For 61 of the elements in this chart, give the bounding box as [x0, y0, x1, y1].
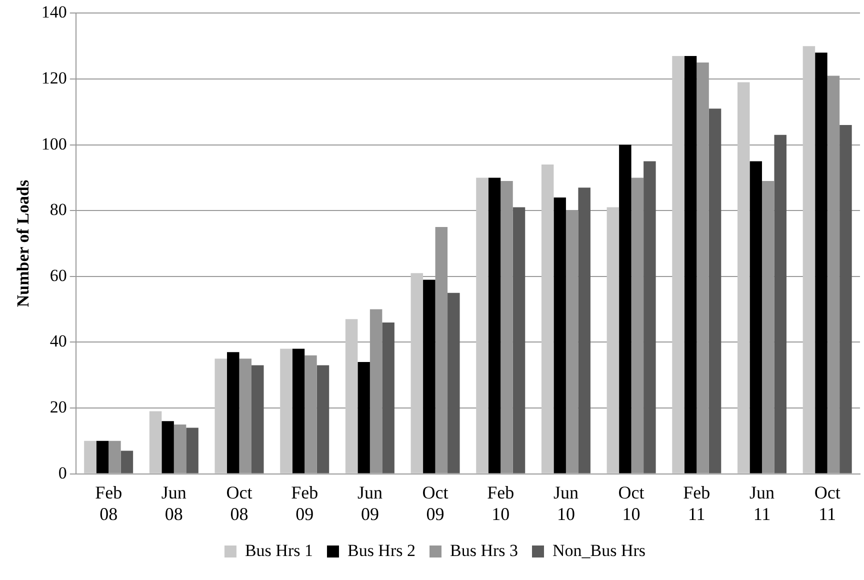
x-tick-label: Feb 09 [291, 482, 318, 524]
bar [120, 450, 134, 474]
bar [578, 188, 590, 474]
bar [96, 440, 109, 474]
y-tick-label: 20 [50, 397, 67, 416]
bar [512, 207, 526, 474]
y-tick-label: 60 [50, 266, 67, 285]
bar [186, 428, 198, 474]
bar [84, 440, 96, 474]
bar [280, 348, 292, 474]
bar [345, 319, 358, 474]
bar [476, 178, 488, 474]
bar [774, 134, 786, 474]
legend-label: Bus Hrs 1 [244, 540, 313, 560]
bar [672, 56, 684, 474]
legend-label: Bus Hrs 3 [450, 540, 518, 560]
bar [554, 197, 566, 474]
x-tick-label: Feb 11 [683, 482, 710, 524]
legend-label: Bus Hrs 2 [347, 540, 416, 560]
y-tick-label: 100 [41, 134, 67, 154]
x-tick-label: Jun 08 [161, 482, 186, 524]
x-tick-label: Oct 08 [226, 482, 252, 524]
x-tick-label: Oct 10 [618, 482, 644, 524]
y-tick-label: 80 [50, 200, 67, 220]
bar [316, 365, 330, 474]
bar [815, 52, 828, 474]
bar [802, 46, 816, 474]
x-tick-label: Feb 08 [95, 482, 122, 524]
bar [382, 322, 394, 474]
bar [149, 411, 162, 474]
bar [227, 352, 240, 474]
y-tick-label: 140 [41, 2, 67, 22]
legend-label: Non_Bus Hrs [552, 540, 646, 560]
x-tick-label: Jun 09 [357, 482, 382, 524]
bar [214, 358, 228, 474]
y-tick-label: 0 [58, 463, 67, 482]
bar [619, 144, 632, 474]
y-tick-label: 120 [41, 68, 67, 88]
bar [750, 161, 762, 474]
y-axis-title: Number of Loads [14, 180, 33, 308]
bar [162, 421, 174, 474]
bar [423, 280, 436, 474]
bar [606, 207, 620, 474]
y-tick-label: 40 [50, 332, 67, 351]
bar [488, 178, 501, 474]
bar [252, 365, 264, 474]
bar [358, 362, 370, 474]
x-tick-label: Oct 09 [422, 482, 448, 524]
bar [541, 164, 554, 474]
bar [448, 292, 460, 474]
bar [684, 56, 697, 474]
x-tick-label: Jun 11 [749, 482, 774, 524]
bar [840, 125, 852, 474]
bar [644, 161, 656, 474]
x-tick-label: Jun 10 [553, 482, 578, 524]
bar [410, 273, 424, 474]
bar [292, 348, 305, 474]
bar [737, 82, 750, 474]
bar [708, 108, 722, 474]
x-tick-label: Feb 10 [487, 482, 514, 524]
x-tick-label: Oct 11 [814, 482, 840, 524]
